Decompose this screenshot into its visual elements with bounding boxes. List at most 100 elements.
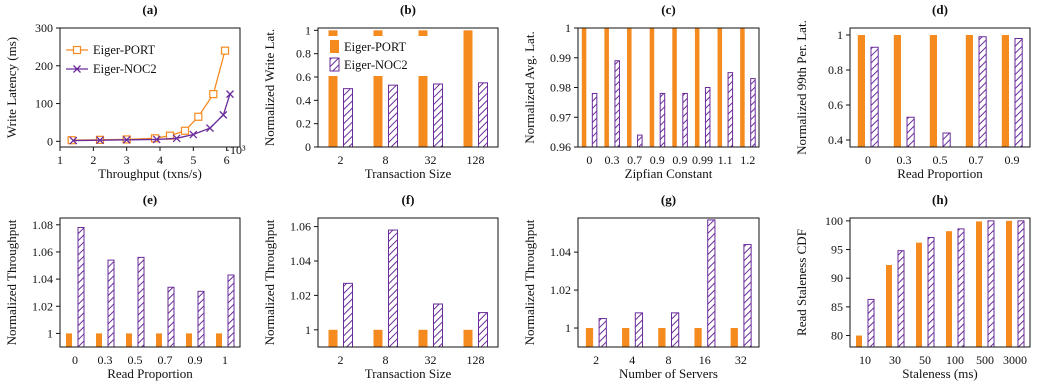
- x-tick-label: 1: [222, 353, 228, 367]
- bar-eiger-port: [856, 335, 862, 347]
- panel-d: (d) Normalized 99th Per. Lat. 0.4 0.6 0.8 1 0 0…: [794, 2, 1031, 181]
- y-tick-label: 0.2: [296, 117, 311, 131]
- x-tick-label: 3000: [1003, 353, 1027, 367]
- bar-eiger-port: [66, 333, 72, 347]
- y-tick-label: 0: [47, 134, 53, 148]
- panel-e: (e) Normalized Throughput 1 1.02 1.04 1.06 1.0…: [4, 192, 241, 381]
- y-tick-label: 1.02: [550, 283, 571, 297]
- x-axis-title: Transaction Size: [365, 166, 452, 181]
- x-tick-label: 4: [157, 153, 163, 167]
- x-tick-label: 0.9: [1005, 153, 1020, 167]
- x-tick-label: 0.9: [188, 353, 203, 367]
- legend-label: Eiger-NOC2: [344, 58, 408, 72]
- y-axis-title: Read Staleness CDF: [794, 229, 809, 336]
- legend: Eiger-PORT Eiger-NOC2: [66, 43, 157, 76]
- y-tick-label: 0.6: [296, 70, 311, 84]
- legend-marker: [72, 45, 82, 55]
- bar-eiger-port: [976, 221, 982, 347]
- x-tick-label: 2: [338, 153, 344, 167]
- x-tick-label: 0.7: [158, 353, 173, 367]
- panel-c: (c) Normalized Avg. Lat. 0.96 0.97 0.98 0.99 1…: [522, 2, 760, 181]
- data-point: [219, 110, 228, 119]
- plot-frame: [577, 217, 760, 348]
- bar-eiger-noc2: [750, 78, 756, 148]
- data-point: [206, 124, 214, 133]
- bar-eiger-port: [581, 28, 587, 147]
- x-tick-label: 0: [586, 153, 592, 167]
- y-tick-label: 0.99: [550, 51, 571, 65]
- panel-f: (f) Normalized Throughput 1 1.02 1.04 1.06 2 8 3…: [262, 192, 499, 381]
- legend-background: [326, 36, 434, 76]
- bar-eiger-port: [649, 28, 655, 147]
- y-tick-label: 0.4: [828, 133, 843, 147]
- plot-frame: [849, 217, 1031, 348]
- y-axis-title: Normalized Throughput: [262, 219, 277, 345]
- x-axis-title: Zipfian Constant: [625, 166, 713, 181]
- bar-eiger-port: [694, 28, 700, 147]
- x-tick-label: 4: [629, 353, 635, 367]
- y-tick-label: 300: [35, 21, 53, 35]
- x-tick-label: 0.5: [128, 353, 143, 367]
- panel-title: (h): [932, 192, 948, 207]
- bar-eiger-port: [328, 30, 338, 147]
- x-tick-label: 0.3: [98, 353, 113, 367]
- bar-eiger-port: [857, 35, 865, 147]
- panel-title: (e): [143, 192, 157, 207]
- x-tick-label: 0.3: [604, 153, 619, 167]
- y-axis-title: Normalized Throughput: [4, 219, 19, 345]
- plot-frame: [317, 217, 499, 348]
- bar-eiger-noc2: [634, 312, 644, 348]
- panel-title: (f): [402, 192, 415, 207]
- plot-frame: [317, 27, 499, 148]
- y-tick-label: 1.04: [32, 272, 53, 286]
- x-tick-label: 8: [666, 353, 672, 367]
- x-tick-label: 0.5: [933, 153, 948, 167]
- bar-eiger-port: [1006, 220, 1012, 347]
- bar-eiger-port: [463, 30, 473, 147]
- bar-eiger-noc2: [478, 312, 488, 348]
- panel-b: (b)Normalized Write Lat.00.20.40.60.812 8…: [262, 2, 499, 181]
- bar-eiger-port: [893, 35, 901, 147]
- y-tick-label: 0.97: [550, 110, 571, 124]
- bar-eiger-port: [622, 328, 630, 347]
- legend-label: Eiger-PORT: [344, 40, 407, 54]
- x-axis-title: Throughput (txns/s): [98, 166, 202, 181]
- x-tick-label: 1.2: [740, 153, 755, 167]
- bar-eiger-noc2: [1017, 220, 1025, 348]
- x-axis-title: Transaction Size: [365, 366, 452, 381]
- bar-eiger-noc2: [743, 244, 752, 348]
- x-tick-label: 0.9: [672, 153, 687, 167]
- bar-eiger-port: [156, 333, 162, 347]
- bar-eiger-noc2: [388, 229, 398, 348]
- panel-title: (b): [400, 2, 416, 17]
- x-axis-title: Number of Servers: [619, 366, 718, 381]
- x-tick-label: 8: [383, 353, 389, 367]
- panel-title: (g): [661, 192, 676, 207]
- bar-eiger-port: [694, 328, 702, 347]
- bar-eiger-noc2: [598, 318, 607, 348]
- y-tick-label: 1.06: [32, 245, 53, 259]
- bar-eiger-noc2: [433, 83, 443, 148]
- panel-title: (d): [932, 2, 948, 17]
- x-tick-label: 30: [889, 353, 901, 367]
- data-point: [122, 135, 131, 144]
- bar-eiger-noc2: [137, 256, 145, 348]
- bar-eiger-noc2: [343, 282, 353, 348]
- bar-eiger-port: [627, 28, 632, 147]
- bar-eiger-port: [965, 35, 973, 147]
- bar-eiger-noc2: [671, 312, 680, 348]
- bar-eiger-port: [373, 329, 383, 347]
- bar-eiger-noc2: [942, 132, 951, 148]
- x-tick-label: 32: [425, 353, 437, 367]
- y-tick-label: 1.04: [550, 245, 571, 259]
- panel-a: (a) Write Latency (ms) 0 100 200 300 1 2 3 4 5 6·10…: [4, 2, 246, 181]
- bar-eiger-noc2: [707, 219, 716, 348]
- bar-eiger-port: [740, 28, 745, 147]
- panel-title: (c): [661, 2, 675, 17]
- bar-eiger-port: [1001, 35, 1009, 147]
- x-tick-label: 2: [593, 353, 599, 367]
- y-tick-label: 200: [35, 59, 53, 73]
- panel-title: (a): [142, 2, 157, 17]
- panel-h: (h) Read Staleness CDF 80 85 90 95 100 10 30 50 10…: [794, 192, 1031, 381]
